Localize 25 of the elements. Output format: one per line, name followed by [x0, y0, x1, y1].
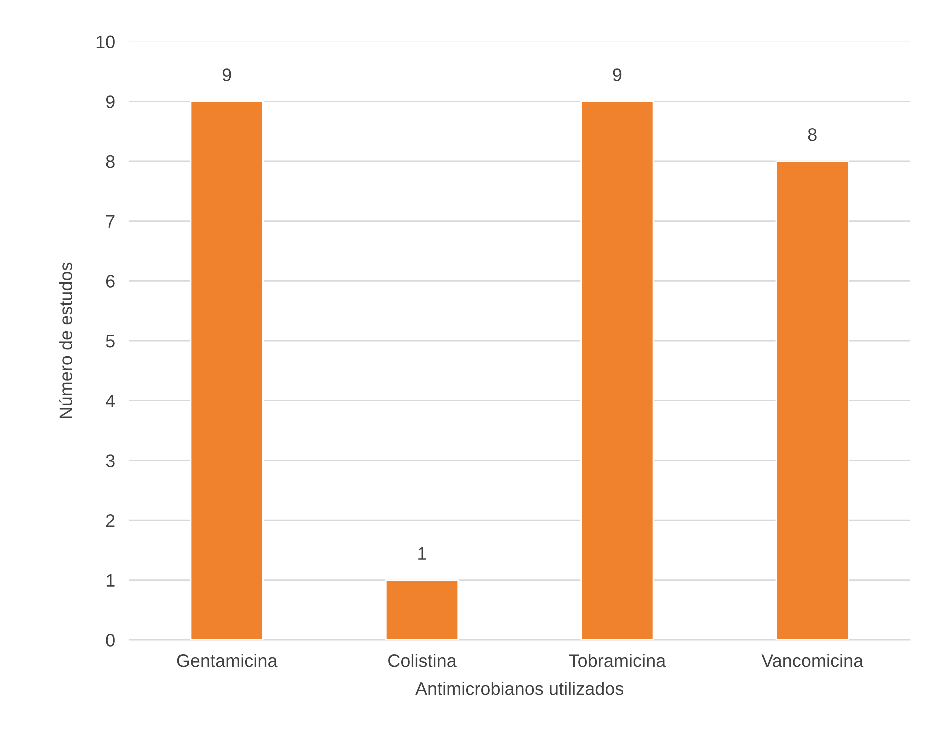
y-tick-label: 0 [106, 634, 115, 647]
data-label: 9 [222, 68, 232, 82]
y-tick-label: 2 [106, 514, 115, 528]
y-tick-label: 1 [106, 574, 115, 587]
x-tick-label: Gentamicina [177, 654, 278, 668]
data-label: 8 [808, 128, 817, 142]
y-tick-label: 6 [106, 275, 115, 288]
y-tick-label: 7 [106, 215, 115, 228]
x-axis-title: Antimicrobianos utilizados [416, 682, 624, 696]
x-tick-label: Vancomicina [762, 654, 864, 668]
y-tick-label: 5 [106, 335, 115, 348]
data-label: 9 [613, 68, 622, 82]
bar [190, 100, 264, 640]
y-axis-title: Número de estudos [59, 262, 73, 418]
x-tick-label: Tobramicina [569, 654, 666, 668]
y-tick-label: 9 [106, 96, 115, 108]
bar [385, 580, 460, 640]
x-tick-label: Colistina [388, 654, 457, 668]
bar [776, 160, 850, 640]
data-label: 1 [418, 548, 426, 560]
y-tick-label: 3 [106, 454, 115, 468]
y-tick-label: 4 [106, 394, 116, 408]
bar [580, 100, 654, 640]
y-tick-label: 8 [106, 155, 115, 168]
y-tick-label: 10 [96, 36, 115, 49]
